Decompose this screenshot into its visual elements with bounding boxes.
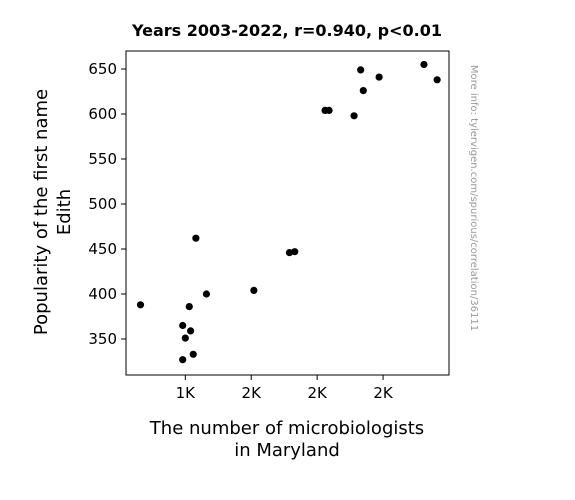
x-tick-label: 2K [242, 384, 263, 402]
plot-frame [125, 50, 450, 376]
x-tick-label: 2K [373, 384, 394, 402]
data-point [192, 234, 200, 242]
data-point [350, 112, 358, 120]
data-point [250, 286, 258, 294]
y-tick-label: 450 [88, 240, 117, 258]
data-point [185, 303, 193, 311]
y-tick-label: 500 [88, 195, 117, 213]
data-point [420, 60, 428, 69]
data-point [202, 290, 211, 298]
data-point [179, 356, 187, 364]
data-point [136, 301, 145, 309]
data-point [359, 87, 367, 95]
x-tick-label: 1K [176, 384, 197, 402]
y-tick-label: 550 [88, 150, 117, 168]
x-axis-label: The number of microbiologists [149, 418, 424, 439]
chart-title: Years 2003-2022, r=0.940, p<0.01 [131, 21, 442, 40]
data-point [181, 334, 189, 342]
data-point [179, 321, 187, 330]
y-tick-label: 600 [88, 105, 117, 123]
data-point [433, 76, 441, 84]
data-point [189, 350, 197, 358]
x-tick-label: 2K [307, 384, 328, 402]
y-axis-label: Popularity of the first name [31, 89, 52, 335]
y-tick-label: 400 [88, 285, 117, 303]
y-tick-label: 350 [88, 330, 117, 348]
y-tick-label: 650 [88, 60, 117, 78]
data-point [375, 73, 383, 81]
data-point [325, 106, 333, 114]
watermark-text: More info: tylervigen.com/spurious/corre… [468, 65, 479, 331]
y-axis-label-line-2: Edith [54, 189, 75, 235]
data-point [291, 248, 299, 256]
plot-area: 350 400 450 500 550 600 650 1K 2K 2K 2K [88, 50, 450, 402]
data-point [357, 66, 365, 74]
x-axis-label-line-2: in Maryland [234, 440, 340, 461]
data-point [187, 327, 195, 335]
